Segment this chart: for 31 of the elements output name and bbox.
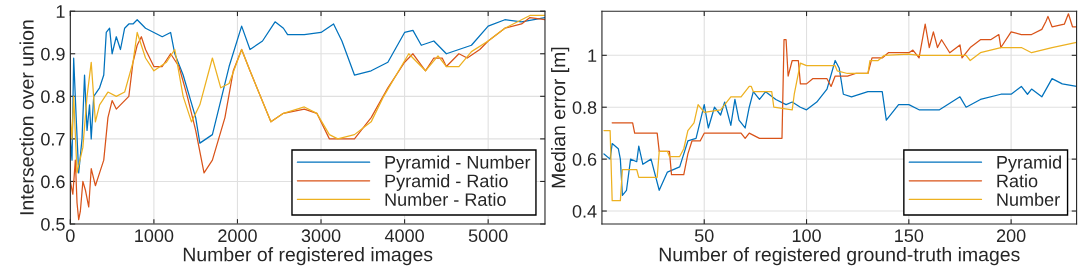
y-tick-label: 1 <box>56 5 65 18</box>
y-axis-title: Median error [m] <box>551 47 570 188</box>
legend-label: Number - Ratio <box>385 192 506 206</box>
legend-label: Pyramid - Ratio <box>385 174 508 191</box>
x-tick-label: 150 <box>895 229 924 243</box>
legend-label: Number <box>997 192 1060 206</box>
x-tick-label: 4000 <box>384 229 424 243</box>
x-tick-label: 0 <box>66 229 75 243</box>
x-tick-label: 2000 <box>218 229 257 243</box>
y-axis-title: Intersection over union <box>19 20 34 215</box>
x-tick-label: 5000 <box>468 229 508 243</box>
x-tick-label: 3000 <box>301 229 341 243</box>
x-tick-label: 1000 <box>135 229 174 243</box>
legend-label: Pyramid <box>997 155 1061 173</box>
y-tick-label: 1 <box>588 49 597 62</box>
y-tick-label: 0.8 <box>572 101 597 114</box>
y-tick-label: 0.8 <box>41 90 65 104</box>
y-tick-label: 0.4 <box>572 204 597 218</box>
x-axis-title: Number of registered ground-truth images <box>659 247 1020 266</box>
y-tick-label: 0.9 <box>41 47 65 61</box>
x-tick-label: 100 <box>792 229 821 243</box>
legend-label: Ratio <box>997 174 1038 188</box>
x-axis-title: Number of registered images <box>183 247 433 266</box>
y-tick-label: 0.5 <box>41 217 65 231</box>
y-tick-label: 0.6 <box>41 175 65 189</box>
y-tick-label: 0.7 <box>41 132 65 146</box>
x-tick-label: 200 <box>996 229 1026 243</box>
line-series <box>611 13 1077 176</box>
x-tick-label: 50 <box>694 229 714 243</box>
legend-label: Pyramid - Number <box>385 155 531 173</box>
y-tick-label: 0.6 <box>572 153 597 166</box>
